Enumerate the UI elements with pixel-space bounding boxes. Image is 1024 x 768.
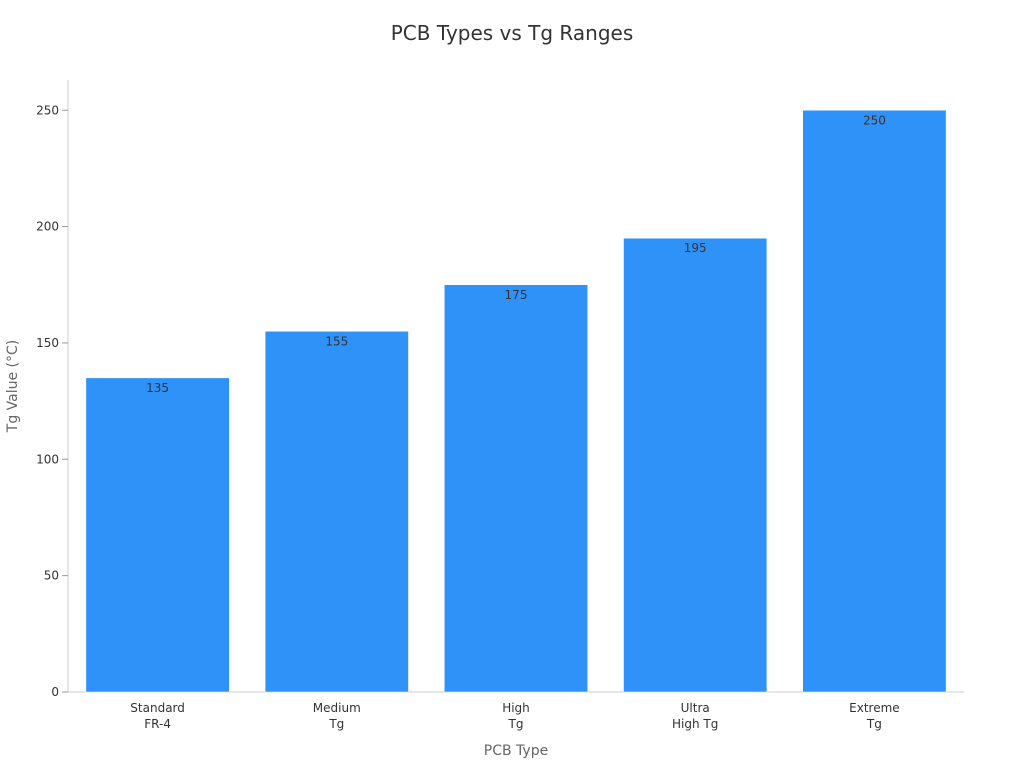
x-tick-label-line: Tg (328, 717, 344, 731)
bar-value-label: 155 (325, 334, 348, 348)
x-tick-label: High Tg (502, 701, 530, 731)
y-tick-label: 200 (36, 220, 59, 234)
bar (623, 237, 768, 693)
bar (802, 110, 947, 693)
x-tick-label-line: Tg (866, 717, 882, 731)
y-axis: 0 50 100 150 200 250 (36, 80, 69, 699)
bar-value-label: 135 (146, 381, 169, 395)
y-tick-label: 50 (44, 569, 59, 583)
y-tick-label: 150 (36, 336, 59, 350)
x-tick-label: Medium Tg (313, 701, 361, 731)
x-tick-label-line: Tg (508, 717, 524, 731)
chart-title: PCB Types vs Tg Ranges (391, 21, 634, 45)
x-tick-label-line: Ultra (681, 701, 710, 715)
bar (264, 331, 409, 693)
bar (85, 377, 230, 693)
x-tick-label: Standard FR-4 (130, 701, 185, 731)
x-tick-label: Extreme Tg (849, 701, 900, 731)
x-tick-label-line: High Tg (672, 717, 718, 731)
bar-value-label: 175 (505, 288, 528, 302)
bar (444, 284, 588, 693)
x-tick-label-line: Extreme (849, 701, 900, 715)
y-tick-label: 250 (36, 103, 59, 117)
y-tick-label: 0 (51, 685, 59, 699)
x-axis: Standard FR-4 Medium Tg High Tg Ultra High Tg Ex… (68, 691, 964, 731)
bar-value-label: 250 (863, 113, 886, 127)
x-tick-label-line: Standard (130, 701, 185, 715)
bars-group: 135 155 175 195 250 (85, 110, 947, 693)
x-tick-label: Ultra High Tg (672, 701, 718, 731)
x-tick-label-line: High (502, 701, 530, 715)
x-axis-title: PCB Type (484, 743, 548, 759)
y-tick-label: 100 (36, 452, 59, 466)
x-tick-label-line: FR-4 (144, 717, 171, 731)
bar-value-label: 195 (684, 241, 707, 255)
y-axis-title: Tg Value (°C) (5, 340, 21, 433)
x-tick-label-line: Medium (313, 701, 361, 715)
